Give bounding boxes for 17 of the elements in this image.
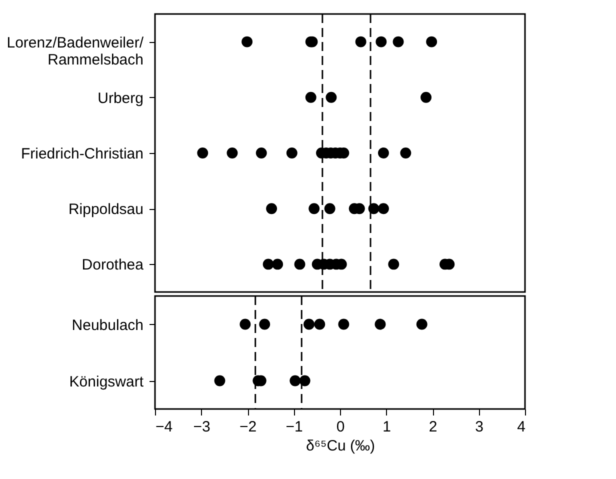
y-tick-label: Friedrich-Christian xyxy=(20,146,144,162)
y-tick-label: Rippoldsau xyxy=(68,201,144,218)
x-axis-title: δ⁶⁵Cu (‰) xyxy=(306,438,376,454)
x-tick-label: 1 xyxy=(382,418,391,436)
x-tick-label: 4 xyxy=(517,418,526,436)
y-tick-label: Neubulach xyxy=(72,316,144,334)
x-tick-label: 3 xyxy=(475,418,484,436)
y-tick-label: Dorothea xyxy=(82,256,144,274)
y-tick-label: Lorenz/Badenweiler/ Rammelsbach xyxy=(6,34,144,68)
y-tick-label: Königswart xyxy=(69,373,144,390)
x-tick-label: −4 xyxy=(156,418,173,436)
y-tick-label: Urberg xyxy=(98,90,144,107)
x-tick-label: −3 xyxy=(193,418,210,436)
x-tick-label: −1 xyxy=(286,418,303,436)
x-tick-label: 2 xyxy=(428,418,438,436)
x-tick-label: 0 xyxy=(336,418,345,436)
x-tick-label: −2 xyxy=(239,418,257,436)
